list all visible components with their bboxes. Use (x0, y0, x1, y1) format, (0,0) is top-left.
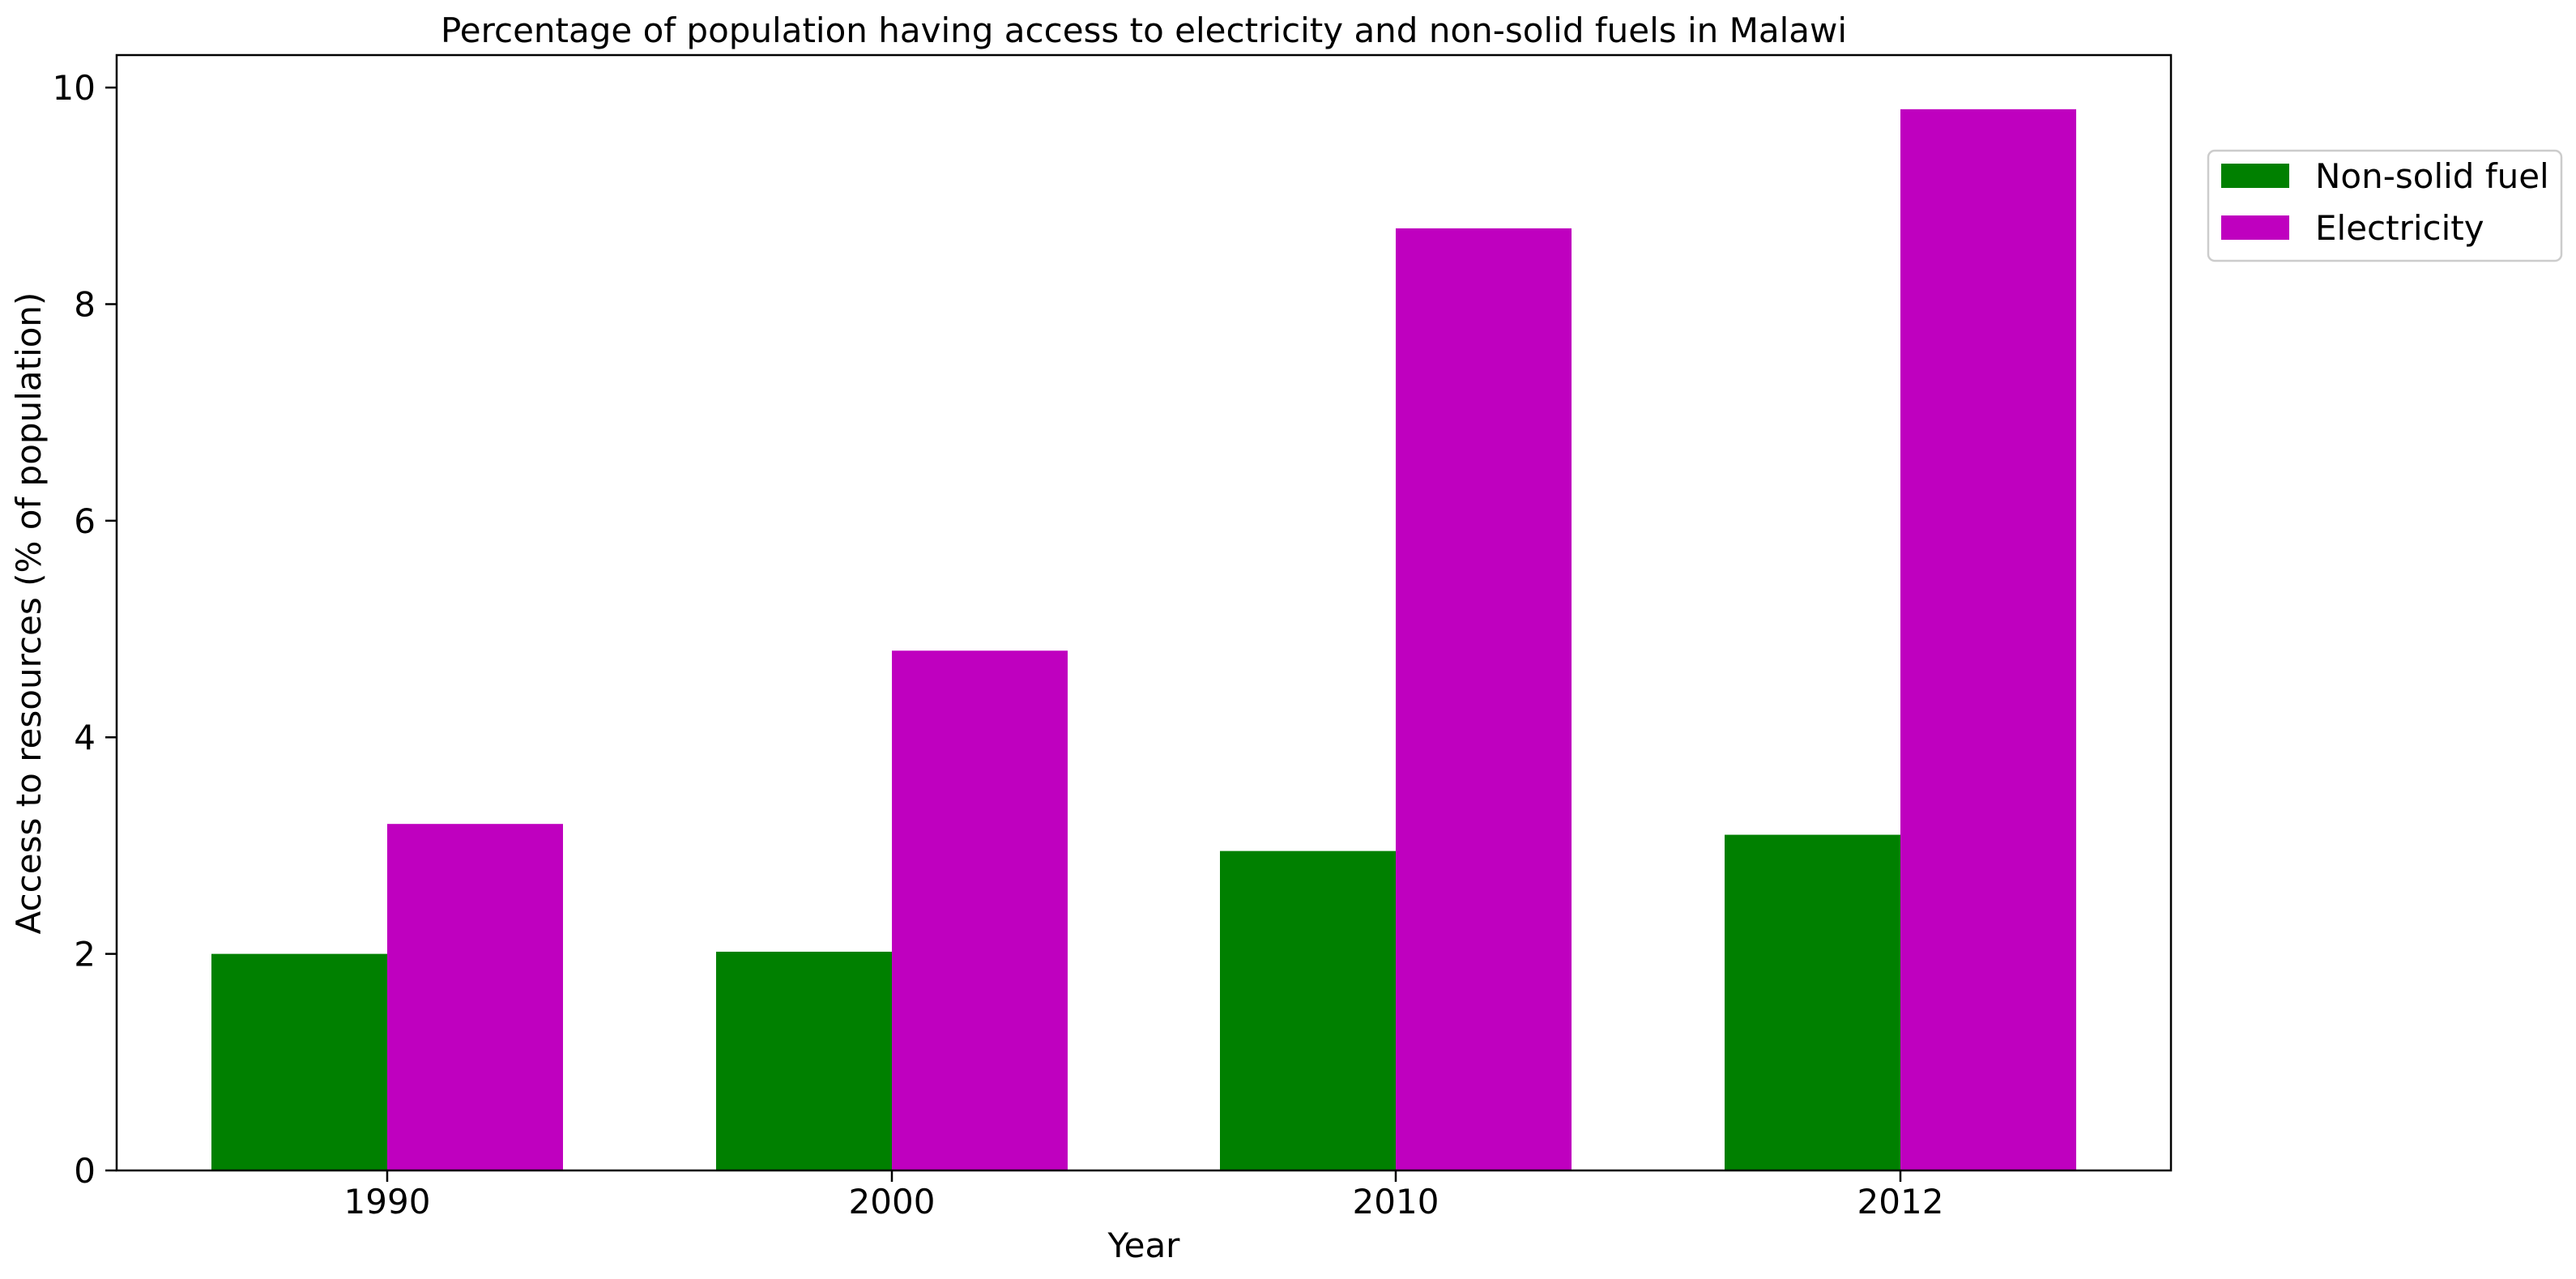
y-tick-label: 6 (74, 501, 96, 541)
plot-frame (115, 53, 2173, 1172)
y-tick-label: 8 (74, 284, 96, 324)
bars-group (211, 109, 2076, 1170)
legend-label-non-solid-fuel: Non-solid fuel (2315, 156, 2549, 196)
bar-electricity-2012 (1900, 109, 2076, 1170)
bar-non-solid-fuel-1990 (211, 953, 387, 1170)
legend-swatch-electricity (2221, 215, 2289, 240)
bar-electricity-2010 (1396, 228, 1572, 1170)
bar-non-solid-fuel-2012 (1725, 834, 1900, 1170)
legend-swatch-non-solid-fuel (2221, 164, 2289, 188)
legend-label-electricity: Electricity (2315, 208, 2484, 248)
bar-non-solid-fuel-2010 (1220, 851, 1396, 1170)
chart-title: Percentage of population having access t… (441, 11, 1847, 50)
y-tick-label: 4 (74, 718, 96, 757)
x-tick-label-1990: 1990 (344, 1182, 431, 1221)
x-tick-label-2010: 2010 (1353, 1182, 1439, 1221)
x-tick-label-2000: 2000 (849, 1182, 936, 1221)
y-tick-label: 2 (74, 935, 96, 974)
x-axis-ticks: 1990 2000 2010 2012 (344, 1170, 1944, 1221)
legend: Non-solid fuel Electricity (2207, 149, 2563, 262)
bar-non-solid-fuel-2000 (716, 951, 892, 1170)
bar-electricity-1990 (387, 824, 563, 1170)
bar-electricity-2000 (892, 650, 1068, 1170)
y-axis-label: Access to resources (% of population) (9, 292, 49, 935)
x-tick-label-2012: 2012 (1857, 1182, 1944, 1221)
y-tick-label: 10 (53, 68, 96, 108)
x-axis-label: Year (1107, 1226, 1181, 1265)
y-tick-label: 0 (74, 1151, 96, 1191)
y-axis-ticks: 0 2 4 6 8 10 (53, 68, 117, 1191)
legend-frame (2207, 149, 2563, 262)
